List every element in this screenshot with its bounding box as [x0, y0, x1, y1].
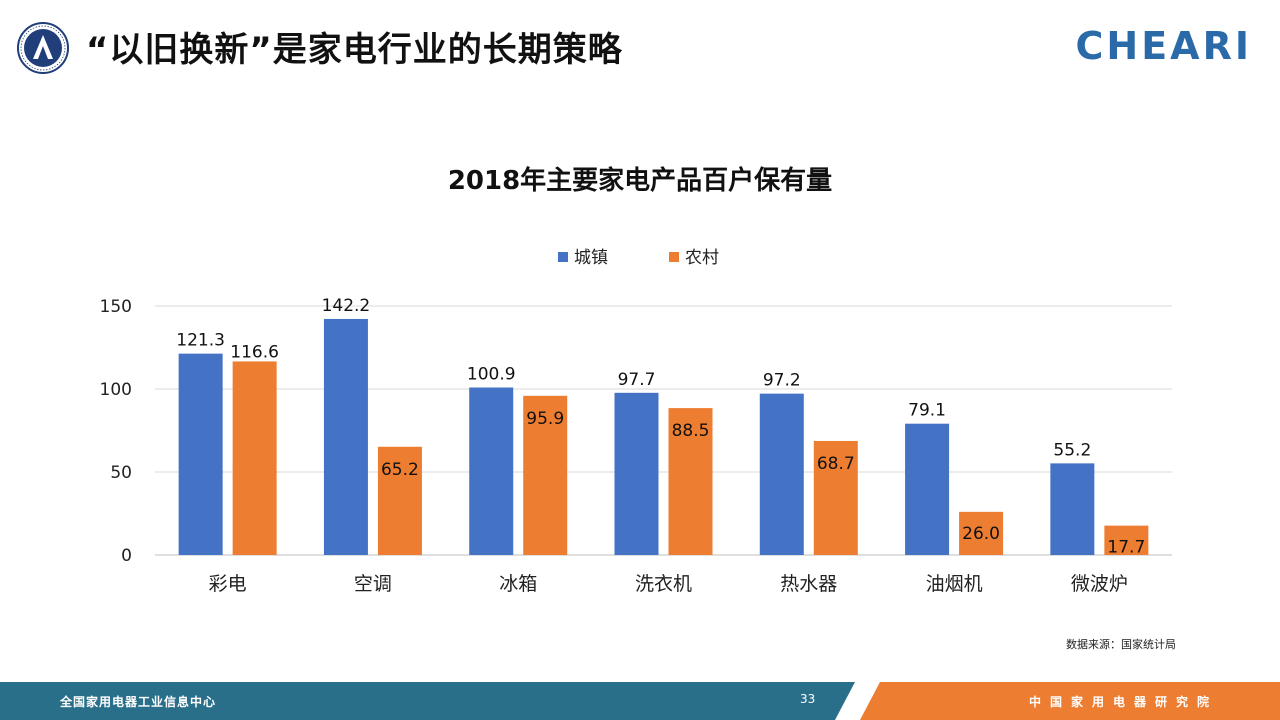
category-label: 微波炉 [1071, 573, 1128, 595]
bar-urban [614, 392, 659, 555]
data-label: 65.2 [381, 460, 419, 480]
category-label: 彩电 [209, 573, 247, 595]
bar-urban [323, 318, 368, 555]
bar-rural [813, 440, 858, 555]
data-label: 55.2 [1053, 440, 1091, 460]
bar-rural [959, 511, 1004, 555]
category-label: 油烟机 [926, 573, 983, 595]
chart-title: 2018年主要家电产品百户保有量 [447, 166, 833, 196]
data-label: 88.5 [672, 421, 710, 441]
data-label: 121.3 [176, 331, 225, 351]
category-label: 洗衣机 [635, 573, 692, 595]
category-label: 热水器 [780, 573, 837, 595]
footer-right-text: 中国家用电器研究院 [1028, 695, 1218, 709]
footer-right-band [860, 682, 1280, 720]
bar-urban [469, 387, 514, 555]
footer-band [0, 682, 1280, 720]
y-tick-label: 150 [100, 297, 132, 317]
source-note: 数据来源：国家统计局 [1066, 638, 1176, 651]
legend-label: 城镇 [574, 248, 608, 268]
data-label: 116.6 [230, 342, 279, 362]
footer-left-band [0, 682, 855, 720]
brand-logo: CHEARI [1075, 24, 1252, 68]
y-tick-label: 50 [110, 463, 132, 483]
legend-label: 农村 [685, 248, 719, 268]
data-label: 100.9 [467, 365, 516, 385]
page-title: “以旧换新”是家电行业的长期策略 [86, 30, 623, 70]
data-label: 68.7 [817, 454, 855, 474]
data-label: 97.7 [618, 370, 656, 390]
data-label: 79.1 [908, 401, 946, 421]
category-label: 空调 [354, 573, 392, 595]
bar-rural [523, 395, 568, 555]
data-label: 95.9 [526, 409, 564, 429]
data-label: 97.2 [763, 371, 801, 391]
bar-urban [178, 353, 223, 555]
page-number: 33 [800, 692, 816, 706]
data-label: 142.2 [322, 296, 371, 316]
bar-rural [232, 361, 277, 555]
data-label: 26.0 [962, 524, 1000, 544]
bar-urban [905, 423, 950, 555]
y-tick-label: 0 [121, 546, 132, 566]
legend-swatch [558, 252, 568, 262]
category-label: 冰箱 [499, 573, 537, 595]
bar-rural [1104, 525, 1149, 555]
data-label: 17.7 [1107, 538, 1145, 558]
bar-rural [668, 408, 713, 555]
institute-logo-icon [17, 22, 69, 74]
bar-rural [377, 446, 422, 555]
footer-left-text: 全国家用电器工业信息中心 [60, 695, 217, 709]
bar-urban [1050, 463, 1095, 555]
bar-urban [759, 393, 804, 555]
y-tick-label: 100 [100, 380, 132, 400]
legend-swatch [669, 252, 679, 262]
